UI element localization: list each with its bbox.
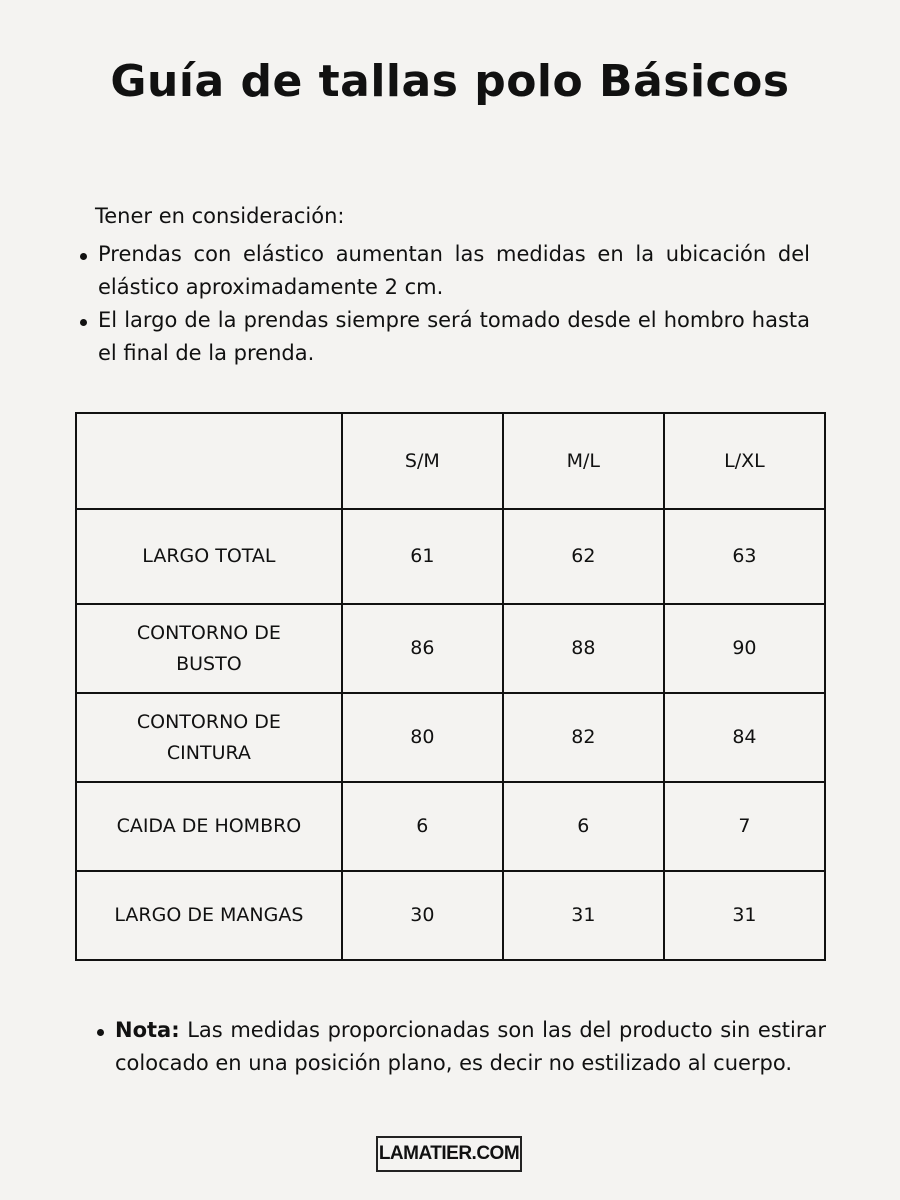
row-label: LARGO TOTAL	[75, 508, 343, 605]
intro-heading: Tener en consideración:	[95, 204, 345, 228]
row-label: LARGO DE MANGAS	[75, 870, 343, 961]
cell: 31	[662, 870, 827, 961]
list-item: Prendas con elástico aumentan las medida…	[78, 238, 810, 304]
note-item: Nota: Las medidas proporcionadas son las…	[95, 1014, 826, 1080]
cell: 63	[662, 508, 827, 605]
size-table: S/M M/L L/XL LARGO TOTAL 61 62 63 CONTOR…	[75, 412, 827, 961]
note-list: Nota: Las medidas proporcionadas son las…	[95, 1014, 826, 1080]
row-label-text: CONTORNO DE BUSTO	[136, 621, 281, 675]
cell: 90	[662, 603, 827, 694]
cell: 88	[501, 603, 665, 694]
row-label-text: CONTORNO DE CINTURA	[136, 710, 281, 764]
cell: 80	[340, 692, 504, 783]
cell: 31	[501, 870, 665, 961]
logo-text: LAMATIER.COM	[378, 1143, 520, 1164]
cell: 61	[340, 508, 504, 605]
table-header-row: S/M M/L L/XL	[75, 412, 827, 510]
header-cell: L/XL	[662, 412, 827, 510]
table-row: CONTORNO DE BUSTO 86 88 90	[75, 603, 827, 694]
cell: 6	[340, 781, 504, 872]
cell: 30	[340, 870, 504, 961]
header-cell: S/M	[340, 412, 504, 510]
cell: 7	[662, 781, 827, 872]
header-cell: M/L	[501, 412, 665, 510]
considerations-list: Prendas con elástico aumentan las medida…	[78, 238, 810, 370]
row-label: CONTORNO DE CINTURA	[75, 692, 343, 783]
note-label: Nota:	[115, 1018, 180, 1042]
list-item: El largo de la prendas siempre será toma…	[78, 304, 810, 370]
cell: 62	[501, 508, 665, 605]
header-cell	[75, 412, 343, 510]
cell: 86	[340, 603, 504, 694]
page-title: Guía de tallas polo Básicos	[110, 56, 790, 107]
table-row: CAIDA DE HOMBRO 6 6 7	[75, 781, 827, 872]
brand-logo: LAMATIER.COM	[376, 1136, 522, 1172]
row-label: CONTORNO DE BUSTO	[75, 603, 343, 694]
cell: 84	[662, 692, 827, 783]
table-row: LARGO DE MANGAS 30 31 31	[75, 870, 827, 961]
note-text: Las medidas proporcionadas son las del p…	[115, 1018, 826, 1075]
cell: 82	[501, 692, 665, 783]
cell: 6	[501, 781, 665, 872]
table-row: LARGO TOTAL 61 62 63	[75, 508, 827, 605]
row-label: CAIDA DE HOMBRO	[75, 781, 343, 872]
table-row: CONTORNO DE CINTURA 80 82 84	[75, 692, 827, 783]
